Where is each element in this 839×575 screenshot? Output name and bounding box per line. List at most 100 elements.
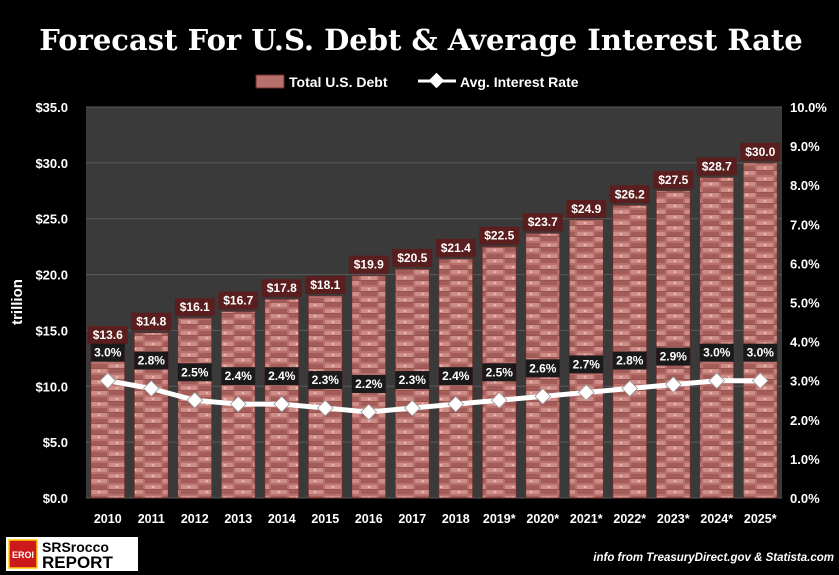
y-tick-label: $15.0 — [35, 323, 68, 338]
rate-marker — [273, 395, 291, 413]
rate-value-label: 3.0% — [94, 346, 122, 360]
y-axis-left: $0.0 $5.0 $10.0 $15.0 $20.0 $25.0 $30.0 $35.0 — [35, 100, 68, 506]
rate-marker — [751, 372, 769, 390]
debt-value-label: $23.7 — [528, 215, 558, 229]
rate-value-label: 2.8% — [138, 354, 166, 368]
rate-value-box — [134, 351, 169, 370]
rate-marker — [99, 372, 117, 390]
debt-bar — [90, 345, 126, 499]
rate-value-box — [264, 367, 299, 386]
logo-badge-text: EROI — [12, 550, 34, 560]
chart-title: Forecast For U.S. Debt & Average Interes… — [39, 23, 803, 57]
y2-tick-label: 8.0% — [790, 178, 820, 193]
debt-value-box — [131, 312, 172, 331]
x-tick-label: 2010 — [94, 512, 122, 526]
logo-line1: SRSrocco — [42, 539, 109, 555]
rate-marker — [447, 395, 465, 413]
rate-value-box — [438, 367, 473, 386]
x-tick-label: 2016 — [355, 512, 383, 526]
rate-marker — [316, 399, 334, 417]
debt-value-label: $30.0 — [745, 145, 775, 159]
y2-tick-label: 3.0% — [790, 374, 820, 389]
rate-line — [99, 372, 769, 421]
y2-tick-label: 4.0% — [790, 335, 820, 350]
y2-tick-label: 9.0% — [790, 139, 820, 154]
debt-value-box — [479, 226, 520, 245]
rate-value-box — [395, 371, 430, 390]
rate-value-label: 2.4% — [225, 369, 253, 383]
y-tick-label: $5.0 — [43, 435, 68, 450]
debt-value-box — [566, 199, 607, 218]
logo: EROI SRSrocco REPORT — [6, 537, 138, 572]
debt-value-box — [261, 279, 302, 298]
debt-value-label: $18.1 — [310, 278, 340, 292]
x-tick-label: 2019* — [483, 512, 516, 526]
debt-value-label: $19.9 — [354, 258, 384, 272]
legend: Total U.S. Debt Avg. Interest Rate — [255, 72, 579, 90]
rate-value-label: 2.2% — [355, 377, 383, 391]
rate-value-label: 2.5% — [181, 365, 209, 379]
y2-tick-label: 5.0% — [790, 296, 820, 311]
rate-value-box — [177, 363, 212, 382]
rate-value-box — [482, 363, 517, 382]
y-axis-label: trillion — [9, 279, 26, 325]
y2-tick-label: 6.0% — [790, 256, 820, 271]
rate-value-label: 2.4% — [442, 369, 470, 383]
debt-bar — [655, 190, 691, 499]
rate-value-box — [569, 355, 604, 374]
debt-value-box — [740, 142, 781, 161]
x-tick-label: 2015 — [311, 512, 339, 526]
rate-marker — [360, 403, 378, 421]
rate-marker — [664, 376, 682, 393]
debt-value-box — [174, 298, 215, 317]
x-tick-label: 2018 — [442, 512, 470, 526]
rate-value-box — [525, 359, 560, 378]
legend-debt-swatch — [255, 74, 285, 89]
debt-value-box — [218, 291, 259, 310]
debt-value-box — [392, 248, 433, 267]
debt-value-label: $27.5 — [658, 173, 688, 187]
debt-value-box — [522, 213, 563, 232]
x-tick-label: 2013 — [224, 512, 252, 526]
bar-labels: $13.6 $14.8 $16.1 $16.7 $17.8 $18.1 $19.9 $20.5… — [87, 142, 781, 345]
rate-value-label: 2.4% — [268, 369, 296, 383]
rate-value-label: 3.0% — [747, 346, 775, 360]
rate-value-box — [351, 374, 386, 393]
rate-value-box — [308, 371, 343, 390]
rate-marker — [229, 395, 247, 413]
rate-value-box — [612, 351, 647, 370]
y-tick-label: $0.0 — [43, 491, 68, 506]
rate-labels: 3.0% 2.8% 2.5% 2.4% 2.4% 2.3% 2.2% 2.3% 2.4% 2.5%… — [90, 343, 778, 393]
debt-value-label: $20.5 — [397, 251, 427, 265]
rate-value-label: 2.3% — [312, 373, 340, 387]
x-tick-label: 2017 — [398, 512, 426, 526]
y2-tick-label: 1.0% — [790, 452, 820, 467]
logo-line2: REPORT — [42, 553, 113, 572]
debt-value-label: $21.4 — [441, 241, 471, 255]
source-note: info from TreasuryDirect.gov & Statista.… — [593, 552, 834, 564]
x-tick-label: 2023* — [657, 512, 690, 526]
debt-value-label: $13.6 — [93, 328, 123, 342]
legend-rate-label: Avg. Interest Rate — [460, 74, 579, 90]
rate-value-label: 2.3% — [399, 373, 427, 387]
rate-marker — [490, 391, 508, 409]
rate-marker — [621, 380, 639, 397]
rate-value-box — [90, 343, 125, 362]
debt-value-box — [609, 185, 650, 204]
rate-marker — [186, 391, 204, 409]
rate-marker — [534, 387, 552, 405]
y-tick-label: $35.0 — [35, 100, 68, 115]
debt-bar — [742, 162, 778, 499]
rate-value-box — [699, 343, 734, 362]
rate-value-box — [221, 367, 256, 386]
debt-value-box — [653, 170, 694, 189]
x-tick-label: 2024* — [700, 512, 733, 526]
debt-value-label: $17.8 — [267, 281, 297, 295]
rate-marker — [577, 384, 595, 401]
debt-value-box — [435, 238, 476, 257]
debt-value-box — [348, 255, 389, 274]
rate-value-label: 2.8% — [616, 354, 644, 368]
rate-marker — [403, 399, 421, 417]
rate-marker — [142, 380, 160, 397]
y-axis-right: 0.0% 1.0% 2.0% 3.0% 4.0% 5.0% 6.0% 7.0% 8.0% 9.0%… — [790, 100, 827, 506]
